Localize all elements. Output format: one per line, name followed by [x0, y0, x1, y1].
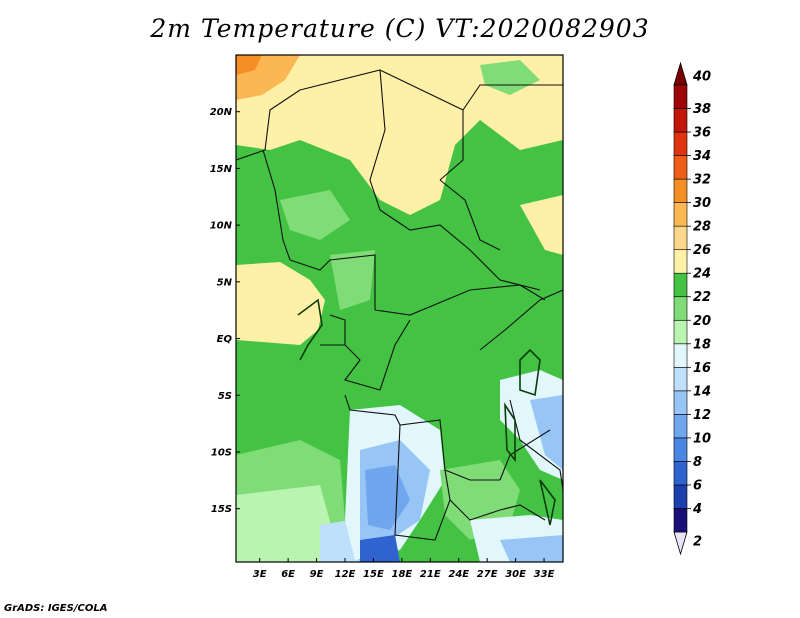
colorbar-segment [673, 202, 688, 227]
west-cool-field [280, 190, 350, 240]
border-line [439, 179, 501, 251]
colorbar-segment [673, 108, 688, 133]
colorbar-label: 28 [693, 220, 711, 235]
colorbar-segment [673, 343, 688, 368]
colorbar-label: 4 [692, 502, 702, 517]
x-tick-label: 6E [281, 569, 295, 580]
border-line [394, 424, 546, 541]
x-tick-label: 3E [253, 569, 267, 580]
colorbar-label: 18 [693, 337, 711, 352]
lake-outline [504, 402, 516, 463]
border-line [369, 69, 386, 211]
colorbar-segment [673, 461, 688, 486]
colorbar-label: 6 [693, 478, 702, 493]
colorbar-label: 16 [693, 361, 711, 376]
colorbar-label: 32 [693, 173, 711, 188]
border-line [289, 254, 376, 310]
x-tick-label: 21E [420, 569, 441, 580]
border-line [262, 149, 291, 261]
border-line [462, 84, 563, 111]
border-line [236, 89, 301, 161]
colorbar-segment [673, 249, 688, 274]
colorbar-under-triangle [673, 531, 688, 556]
colorbar-segment [673, 319, 688, 345]
y-tick-label: 5S [218, 391, 232, 402]
x-tick-label: 9E [310, 569, 324, 580]
colorbar-label: 10 [693, 431, 711, 446]
colorbar-segment [673, 272, 688, 298]
y-tick-label: 10N [210, 221, 233, 232]
colorbar-label: 2 [693, 535, 702, 550]
colorbar-label: 40 [692, 70, 711, 85]
southeast-cool-field [500, 535, 563, 562]
colorbar-over-triangle [673, 61, 688, 86]
colorbar-label: 30 [693, 196, 711, 211]
colorbar-label: 38 [693, 102, 711, 117]
colorbar-segment [673, 437, 688, 462]
x-tick-label: 24E [448, 569, 469, 580]
map-frame [235, 54, 564, 563]
colorbar-segment [673, 155, 688, 180]
south-atlantic-cool-field [236, 485, 335, 562]
border-line [379, 209, 541, 291]
colorbar-label: 8 [693, 455, 702, 470]
y-tick-label: 15S [211, 504, 232, 515]
colorbar-segment [673, 131, 688, 156]
x-tick-label: 33E [534, 569, 555, 580]
colorbar-segment [673, 390, 688, 415]
colorbar-segment [673, 508, 688, 533]
colorbar-segment [673, 225, 688, 250]
east-sahel-field [520, 195, 563, 255]
temperature-fields [236, 55, 563, 562]
border-line [344, 394, 500, 481]
lake-outline [297, 298, 323, 361]
colorbar-segment [673, 367, 688, 392]
lake-outline [519, 348, 541, 397]
y-tick-label: 10S [211, 447, 232, 458]
northeast-cool-field [480, 60, 540, 95]
lake-outline [539, 479, 556, 526]
axis-ticks: 3E 6E 9E 12E 15E 18E 21E 24E 27E 30E 33E 20N 15N 10N 5… [210, 107, 555, 580]
border-line [444, 469, 451, 501]
colorbar-label: 24 [693, 267, 711, 282]
border-line [344, 319, 411, 391]
x-tick-label: 30E [505, 569, 526, 580]
border-line [320, 314, 346, 346]
sahel-north-field [236, 55, 563, 215]
colorbar-segment [673, 296, 688, 321]
colorbar-segment [673, 414, 688, 439]
colorbar-segment [673, 484, 688, 509]
x-tick-label: 27E [477, 569, 498, 580]
country-borders [236, 69, 563, 541]
colorbar-label: 36 [693, 126, 711, 141]
x-tick-label: 18E [391, 569, 412, 580]
cameroon-highlands-field [330, 250, 375, 310]
chart-title: 2m Temperature (C) VT:2020082903 [150, 14, 650, 43]
grads-credit: GrADS: IGES/COLA [4, 603, 108, 614]
colorbar-label: 14 [693, 384, 711, 399]
angola-highlands-cool-field [365, 465, 410, 530]
colorbar-label: 34 [693, 149, 711, 164]
x-tick-label: 12E [335, 569, 356, 580]
y-tick-label: 5N [217, 277, 233, 288]
colorbar-label: 12 [693, 408, 711, 423]
border-line [374, 284, 546, 316]
border-line [479, 289, 563, 351]
colorbar-segment [673, 84, 688, 109]
colorbar-label: 26 [693, 243, 711, 258]
far-north-hottest-field [236, 55, 262, 75]
gulf-of-guinea-field [236, 262, 325, 345]
y-tick-label: 20N [210, 107, 233, 118]
y-tick-label: 15N [210, 164, 233, 175]
y-tick-label: EQ [217, 334, 233, 345]
angola-coldest-field [360, 535, 400, 562]
colorbar-segment [673, 178, 688, 203]
colorbar-label: 22 [693, 290, 711, 305]
colorbar-label: 20 [693, 314, 711, 329]
x-tick-label: 15E [363, 569, 384, 580]
